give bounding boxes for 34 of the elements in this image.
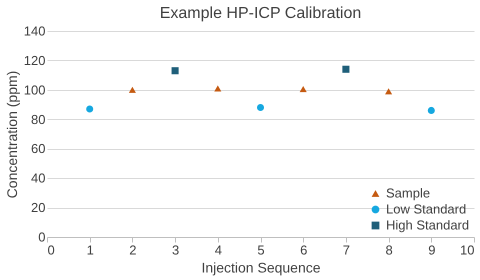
point xyxy=(256,104,264,112)
chart-title: Example HP-ICP Calibration xyxy=(160,5,362,22)
y-tick-label: 20 xyxy=(31,200,46,216)
x-tick-label: 2 xyxy=(129,242,137,258)
y-tick-label: 60 xyxy=(31,141,46,156)
point xyxy=(385,88,392,94)
y-tick-label: 120 xyxy=(24,52,46,68)
x-tick-label: 8 xyxy=(385,242,393,258)
y-tick-label: 100 xyxy=(24,82,46,98)
point xyxy=(342,66,350,73)
x-tick-label: 6 xyxy=(300,242,308,258)
point xyxy=(128,86,136,93)
x-tick-label: 4 xyxy=(214,242,222,258)
point xyxy=(428,106,435,114)
x-tick-label: 0 xyxy=(48,242,55,258)
y-tick-label: 40 xyxy=(31,170,46,186)
x-tick-label: 5 xyxy=(257,242,265,258)
legend-label: Sample xyxy=(386,186,430,200)
y-tick-label: 140 xyxy=(24,24,46,38)
point xyxy=(86,105,94,113)
point xyxy=(172,67,179,74)
legend-label: Low Standard xyxy=(386,202,466,216)
x-axis-title: Injection Sequence xyxy=(201,260,321,276)
x-tick-label: 1 xyxy=(86,242,94,258)
legend-label: High Standard xyxy=(386,218,470,232)
y-axis-title: Concentration (ppm) xyxy=(4,70,20,198)
point xyxy=(214,85,222,92)
x-tick-label: 9 xyxy=(428,242,436,258)
x-tick-label: 7 xyxy=(342,242,350,258)
x-tick-label: 10 xyxy=(460,242,474,258)
point xyxy=(300,86,307,92)
y-tick-label: 0 xyxy=(38,230,46,244)
y-tick-label: 80 xyxy=(31,112,46,127)
x-tick-label: 3 xyxy=(172,242,180,258)
